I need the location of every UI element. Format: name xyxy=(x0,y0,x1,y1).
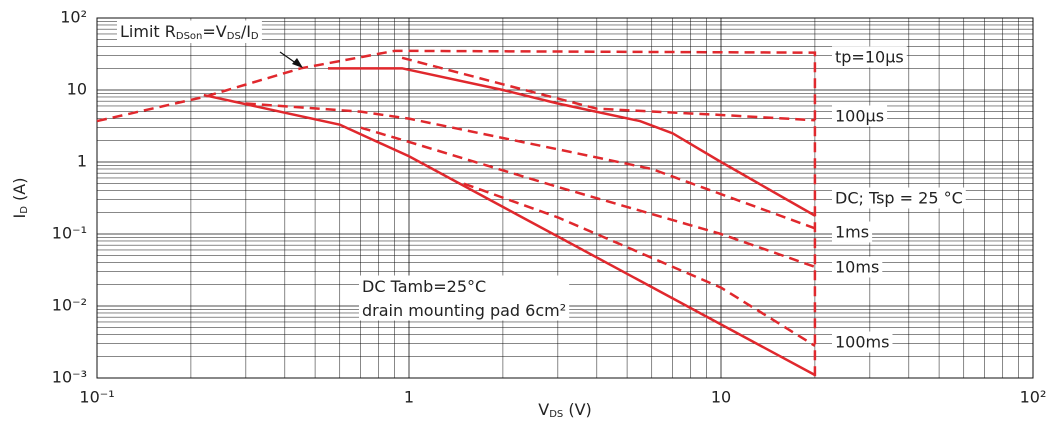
annotation-part: Limit R xyxy=(120,22,176,41)
annotation: Limit RDSon=VDS/ID xyxy=(120,22,259,43)
y-axis-label-part: (A) xyxy=(10,178,29,207)
y-tick-label: 10⁻² xyxy=(52,296,87,315)
annotation-part: /I xyxy=(241,22,251,41)
x-axis-label: VDS (V) xyxy=(538,400,592,421)
x-axis-label-part: (V) xyxy=(563,400,592,419)
x-tick-label: 1 xyxy=(404,388,414,407)
y-axis-label: ID (A) xyxy=(10,178,31,219)
label-box xyxy=(832,256,883,278)
label-box xyxy=(832,331,893,353)
y-tick-label: 10⁻³ xyxy=(52,368,87,387)
y-axis-label-part: D xyxy=(19,206,30,214)
label-box xyxy=(832,187,966,209)
series-line xyxy=(203,93,816,377)
annotation-part: DS xyxy=(227,31,241,42)
series-line xyxy=(96,49,817,378)
y-axis-label-part: I xyxy=(10,214,29,219)
series-label: 100ms xyxy=(835,333,889,352)
annotation-part: =V xyxy=(202,22,226,41)
series-label-line: DC Tamb=25°C xyxy=(362,277,486,296)
label-box xyxy=(832,221,873,243)
y-tick-label: 10⁻¹ xyxy=(52,224,87,243)
x-tick-label: 10 xyxy=(711,388,731,407)
series-label: DC Tamb=25°C drain mounting pad 6cm² xyxy=(362,277,566,320)
series-line xyxy=(327,67,816,217)
series-line xyxy=(245,102,816,230)
annotation-part: D xyxy=(251,31,259,42)
series-label-line: drain mounting pad 6cm² xyxy=(362,301,566,320)
x-axis-label-part: DS xyxy=(549,409,563,420)
annotation-part: DSon xyxy=(176,31,203,42)
label-box xyxy=(359,275,570,321)
plot-frame xyxy=(96,17,1034,379)
y-tick-label: 10 xyxy=(67,80,87,99)
annotation-arrowhead xyxy=(292,58,303,68)
x-axis-label-part: V xyxy=(538,400,549,419)
series-line xyxy=(360,126,816,269)
x-tick-label: 10⁻¹ xyxy=(79,388,114,407)
label-box xyxy=(117,20,262,43)
y-tick-label: 10² xyxy=(60,8,87,27)
label-box xyxy=(832,46,907,68)
series-line xyxy=(463,182,816,347)
series-line xyxy=(401,56,815,122)
series-label: 100µs xyxy=(835,107,884,126)
y-tick-label: 1 xyxy=(77,152,87,171)
label-box xyxy=(832,105,888,127)
series-label: 10ms xyxy=(835,258,879,277)
series-label: 1ms xyxy=(835,223,869,242)
x-tick-label: 10² xyxy=(1020,388,1047,407)
series-label: DC; Tsp = 25 °C xyxy=(835,189,963,208)
series-label: tp=10µs xyxy=(835,48,904,67)
